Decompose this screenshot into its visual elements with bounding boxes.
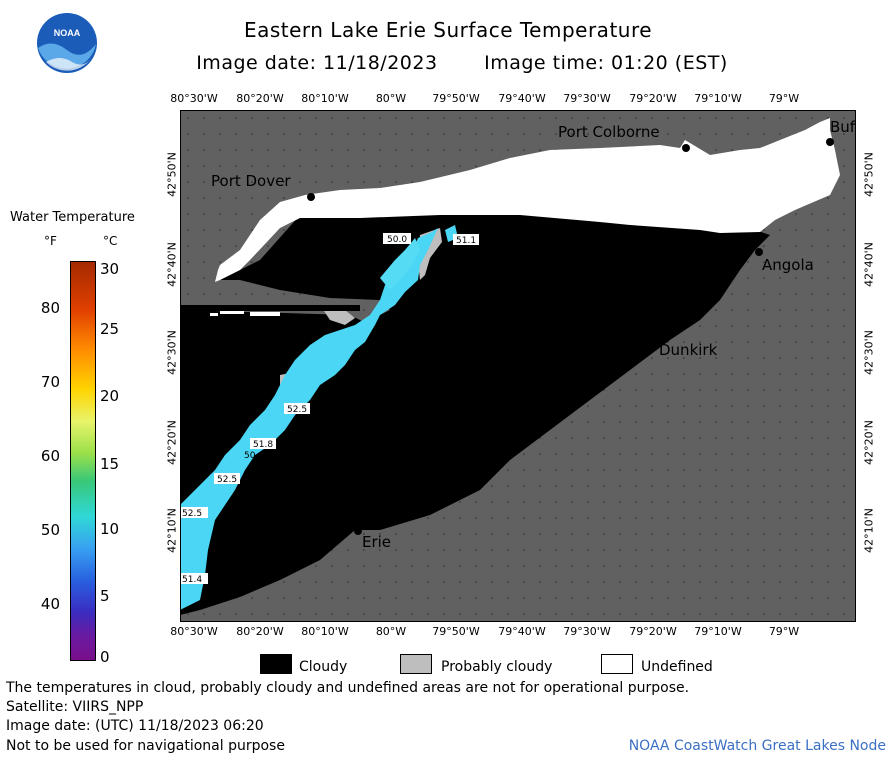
lon-label: 79°50'W bbox=[432, 92, 480, 105]
lat-label: 42°10'N bbox=[862, 508, 876, 553]
page-title: Eastern Lake Erie Surface Temperature bbox=[243, 18, 653, 42]
lon-label: 79°10'W bbox=[694, 92, 742, 105]
lat-label: 42°50'N bbox=[862, 152, 876, 197]
lon-label: 79°W bbox=[768, 625, 800, 638]
unit-fahrenheit: °F bbox=[44, 234, 57, 248]
lon-label: 79°50'W bbox=[432, 625, 480, 638]
image-date: Image date: 11/18/2023 bbox=[196, 52, 438, 74]
tick-f: 50 bbox=[40, 521, 60, 539]
key-undefined-swatch bbox=[601, 654, 633, 674]
image-date-time: Image date: 11/18/2023 Image time: 01:20… bbox=[14, 52, 896, 74]
lon-label: 79°20'W bbox=[629, 625, 677, 638]
city-buffalo: Buf bbox=[830, 118, 856, 136]
disclaimer: The temperatures in cloud, probably clou… bbox=[6, 680, 690, 696]
key-undefined-label: Undefined bbox=[641, 659, 713, 675]
isotherm-label: 51.4 bbox=[182, 575, 202, 585]
key-cloudy-label: Cloudy bbox=[299, 659, 348, 675]
lon-label: 79°40'W bbox=[498, 625, 546, 638]
tick-c: 10 bbox=[100, 520, 120, 538]
tick-c: 5 bbox=[100, 587, 110, 605]
noaa-logo: NOAA bbox=[37, 13, 97, 73]
tick-f: 70 bbox=[40, 373, 60, 391]
lat-label: 42°50'N bbox=[165, 152, 179, 197]
city-dunkirk: Dunkirk bbox=[659, 341, 718, 359]
lon-label: 79°30'W bbox=[563, 92, 611, 105]
isotherm-label: 52.5 bbox=[182, 509, 202, 519]
key-probably-cloudy-swatch bbox=[400, 654, 432, 674]
lon-label: 80°20'W bbox=[236, 625, 284, 638]
tick-c: 20 bbox=[100, 387, 120, 405]
key-probably-cloudy-label: Probably cloudy bbox=[441, 659, 553, 675]
lon-label: 79°W bbox=[768, 92, 800, 105]
isotherm-label: 50.4 bbox=[244, 451, 264, 461]
lon-label: 79°40'W bbox=[498, 92, 546, 105]
lon-label: 80°10'W bbox=[301, 92, 349, 105]
lon-label: 80°W bbox=[375, 625, 407, 638]
unit-celsius: °C bbox=[103, 234, 118, 248]
lon-label: 80°30'W bbox=[170, 92, 218, 105]
isotherm-label: 52.5 bbox=[287, 405, 307, 415]
city-port-dover: Port Dover bbox=[211, 172, 291, 190]
tick-f: 80 bbox=[40, 299, 60, 317]
lat-label: 42°30'N bbox=[165, 330, 179, 375]
temperature-plume bbox=[180, 228, 438, 610]
isotherm-label: 50.0 bbox=[387, 235, 407, 245]
key-cloudy-swatch bbox=[260, 654, 292, 674]
lat-label: 42°20'N bbox=[862, 420, 876, 465]
lon-label: 79°30'W bbox=[563, 625, 611, 638]
tick-c: 0 bbox=[100, 648, 110, 666]
tick-f: 40 bbox=[40, 595, 60, 613]
tick-c: 25 bbox=[100, 320, 120, 338]
image-time: Image time: 01:20 (EST) bbox=[484, 52, 728, 74]
isotherm-label: 51.8 bbox=[253, 440, 273, 450]
isotherm-label: 52.5 bbox=[217, 475, 237, 485]
longitude-axis-top: 80°30'W 80°20'W 80°10'W 80°W 79°50'W 79°… bbox=[165, 92, 885, 108]
lon-label: 80°W bbox=[375, 92, 407, 105]
tick-f: 60 bbox=[40, 447, 60, 465]
longitude-axis-bottom: 80°30'W 80°20'W 80°10'W 80°W 79°50'W 79°… bbox=[165, 625, 885, 641]
lat-label: 42°30'N bbox=[862, 330, 876, 375]
undefined-area bbox=[215, 118, 840, 282]
satellite: Satellite: VIIRS_NPP bbox=[6, 699, 144, 715]
lon-label: 80°30'W bbox=[170, 625, 218, 638]
isotherm-label: 51.1 bbox=[456, 236, 476, 246]
city-angola: Angola bbox=[762, 256, 814, 274]
utc-date: Image date: (UTC) 11/18/2023 06:20 bbox=[6, 718, 264, 734]
lat-label: 42°10'N bbox=[165, 508, 179, 553]
lon-label: 80°20'W bbox=[236, 92, 284, 105]
lake-cloudy-area bbox=[180, 210, 770, 615]
lon-label: 80°10'W bbox=[301, 625, 349, 638]
credit: NOAA CoastWatch Great Lakes Node bbox=[628, 738, 886, 754]
tick-c: 30 bbox=[100, 260, 120, 278]
lat-label: 42°40'N bbox=[165, 242, 179, 287]
lake-map: 50.0 51.1 52.5 51.8 52.5 52.5 51.4 50.4 … bbox=[180, 110, 856, 622]
lon-label: 79°20'W bbox=[629, 92, 677, 105]
logo-text: NOAA bbox=[54, 28, 81, 38]
city-erie: Erie bbox=[362, 533, 391, 551]
lon-label: 79°10'W bbox=[694, 625, 742, 638]
lat-label: 42°40'N bbox=[862, 242, 876, 287]
lat-label: 42°20'N bbox=[165, 420, 179, 465]
colorbar bbox=[70, 261, 96, 661]
tick-c: 15 bbox=[100, 455, 120, 473]
nav-warning: Not to be used for navigational purpose bbox=[6, 738, 285, 754]
city-port-colborne: Port Colborne bbox=[558, 123, 660, 141]
legend-title: Water Temperature bbox=[10, 210, 135, 225]
